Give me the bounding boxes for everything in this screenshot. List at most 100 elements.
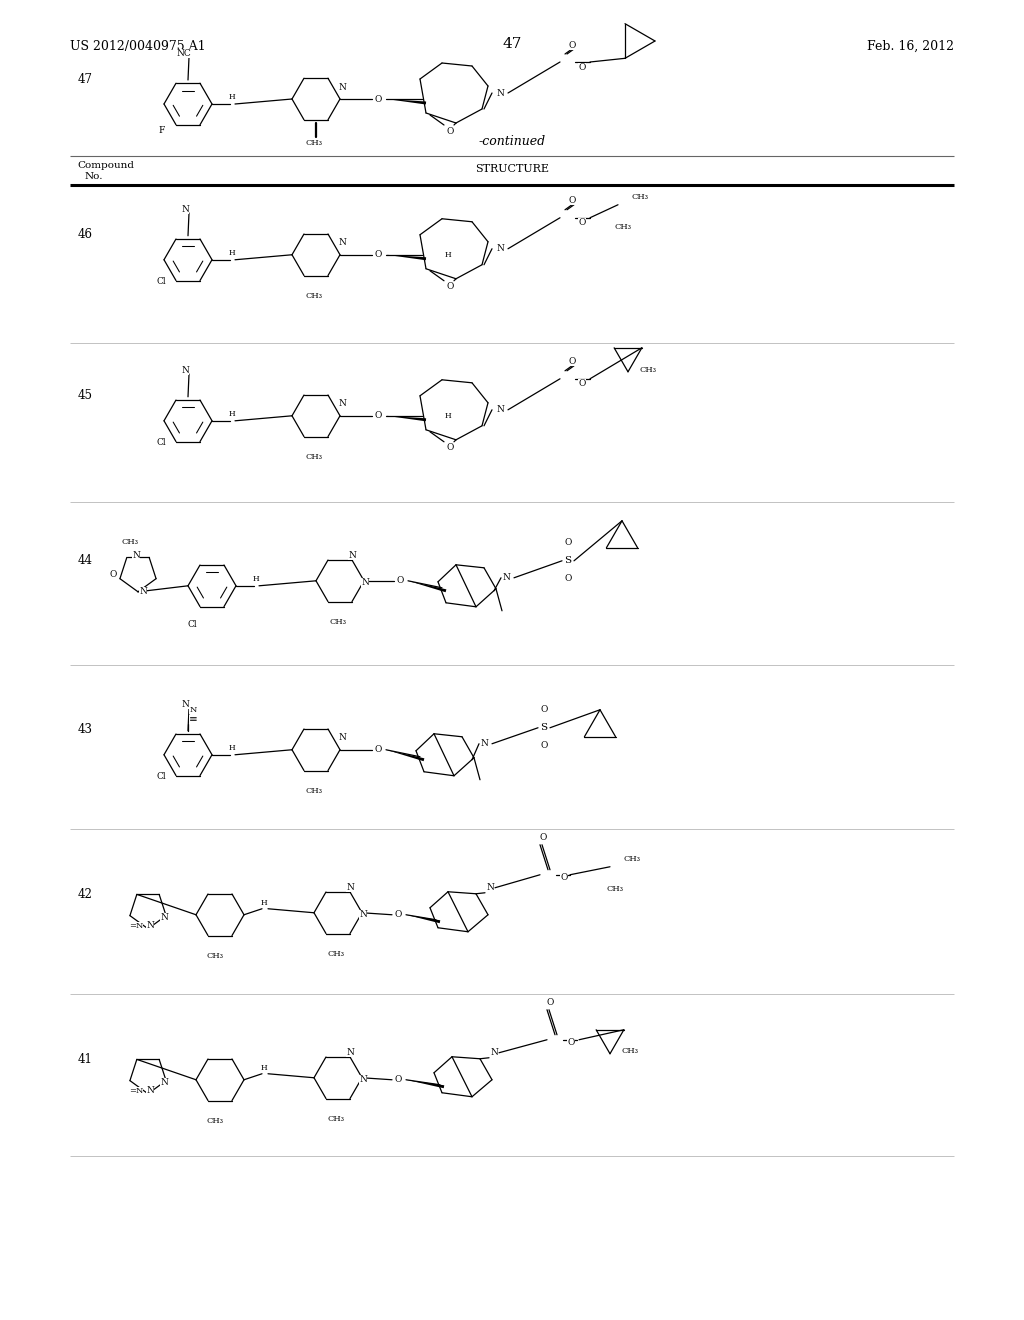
Text: 47: 47	[78, 73, 93, 86]
Text: 42: 42	[78, 888, 93, 902]
Text: N: N	[496, 244, 504, 253]
Text: 47: 47	[503, 37, 521, 51]
Text: O: O	[567, 1039, 574, 1047]
Text: CH₃: CH₃	[632, 193, 648, 201]
Text: O: O	[446, 127, 454, 136]
Text: O: O	[579, 62, 586, 71]
Text: O: O	[541, 742, 548, 750]
Text: H: H	[228, 92, 236, 102]
Text: Cl: Cl	[188, 619, 198, 628]
Text: CH₃: CH₃	[328, 949, 344, 957]
Text: O: O	[564, 539, 571, 548]
Text: CH₃: CH₃	[606, 884, 624, 892]
Text: 44: 44	[78, 554, 93, 568]
Text: N: N	[346, 1048, 354, 1057]
Text: US 2012/0040975 A1: US 2012/0040975 A1	[70, 40, 205, 53]
Text: CH₃: CH₃	[207, 952, 223, 960]
Text: O: O	[375, 746, 382, 754]
Text: N: N	[346, 883, 354, 892]
Text: O: O	[547, 998, 554, 1007]
Polygon shape	[406, 915, 440, 923]
Text: N: N	[359, 1076, 368, 1084]
Text: N: N	[339, 399, 346, 408]
Text: O: O	[375, 412, 382, 420]
Text: O: O	[579, 379, 586, 388]
Text: CH₃: CH₃	[122, 539, 138, 546]
Text: CH₃: CH₃	[328, 1114, 344, 1122]
Polygon shape	[386, 750, 424, 762]
Text: N: N	[160, 913, 168, 923]
Text: CH₃: CH₃	[640, 366, 656, 374]
Polygon shape	[386, 99, 426, 104]
Text: H: H	[228, 743, 236, 752]
Text: O: O	[375, 251, 382, 259]
Text: =N: =N	[129, 921, 143, 929]
Polygon shape	[406, 1080, 444, 1088]
Text: O: O	[446, 282, 454, 292]
Text: O: O	[540, 833, 547, 842]
Text: N: N	[181, 366, 189, 375]
Text: H: H	[261, 1064, 267, 1072]
Polygon shape	[408, 581, 446, 593]
Text: N: N	[339, 238, 346, 247]
Text: STRUCTURE: STRUCTURE	[475, 164, 549, 174]
Text: Feb. 16, 2012: Feb. 16, 2012	[867, 40, 954, 53]
Text: S: S	[541, 723, 548, 733]
Text: H: H	[261, 899, 267, 907]
Text: 41: 41	[78, 1053, 93, 1067]
Text: O: O	[110, 570, 117, 579]
Text: CH₃: CH₃	[330, 618, 346, 626]
Text: N: N	[486, 883, 494, 892]
Text: CH₃: CH₃	[207, 1117, 223, 1125]
Text: N: N	[348, 552, 356, 560]
Text: ≡: ≡	[188, 715, 198, 725]
Text: N: N	[339, 82, 346, 91]
Text: Compound: Compound	[78, 161, 135, 170]
Text: CH₃: CH₃	[305, 140, 323, 148]
Text: H: H	[228, 409, 236, 418]
Text: N: N	[496, 88, 504, 98]
Text: H: H	[253, 574, 259, 583]
Polygon shape	[386, 255, 426, 260]
Text: NC: NC	[176, 49, 191, 58]
Text: N: N	[139, 587, 146, 597]
Text: F: F	[159, 125, 165, 135]
Text: Cl: Cl	[157, 772, 167, 781]
Text: O: O	[568, 41, 575, 49]
Text: O: O	[394, 911, 401, 919]
Text: CH₃: CH₃	[624, 855, 640, 863]
Text: N: N	[339, 733, 346, 742]
Text: O: O	[375, 95, 382, 103]
Text: N: N	[181, 205, 189, 214]
Text: N: N	[490, 1048, 498, 1057]
Text: CH₃: CH₃	[622, 1047, 639, 1055]
Text: O: O	[396, 577, 403, 585]
Text: N: N	[146, 1086, 154, 1096]
Text: Cl: Cl	[157, 438, 167, 447]
Text: =N: =N	[129, 1086, 143, 1094]
Polygon shape	[386, 416, 426, 421]
Text: N: N	[181, 700, 189, 709]
Text: S: S	[564, 556, 571, 565]
Text: CH₃: CH₃	[305, 292, 323, 300]
Text: O: O	[579, 218, 586, 227]
Text: N: N	[189, 706, 197, 714]
Text: H: H	[444, 412, 452, 420]
Text: 45: 45	[78, 389, 93, 403]
Text: CH₃: CH₃	[305, 453, 323, 461]
Text: H: H	[444, 251, 452, 259]
Text: N: N	[361, 578, 369, 587]
Text: O: O	[564, 574, 571, 583]
Text: O: O	[394, 1076, 401, 1084]
Text: N: N	[146, 921, 154, 931]
Text: CH₃: CH₃	[305, 787, 323, 795]
Text: Cl: Cl	[157, 277, 167, 286]
Text: O: O	[541, 705, 548, 714]
Text: N: N	[496, 405, 504, 414]
Text: O: O	[568, 197, 575, 205]
Text: 46: 46	[78, 228, 93, 242]
Text: N: N	[359, 911, 368, 919]
Text: N: N	[480, 739, 488, 748]
Text: N: N	[502, 573, 510, 582]
Text: -continued: -continued	[478, 135, 546, 148]
